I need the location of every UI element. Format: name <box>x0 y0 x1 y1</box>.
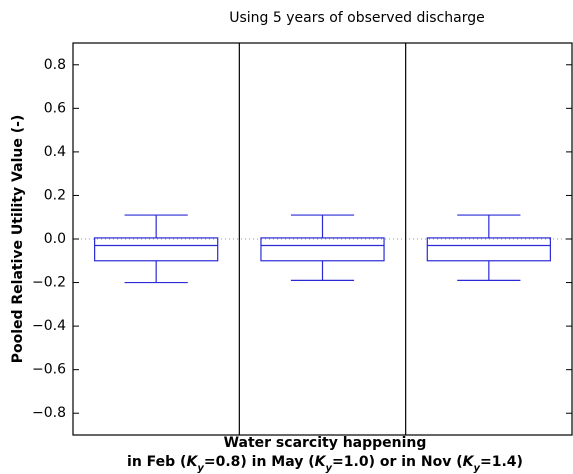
y-axis-label: Pooled Relative Utility Value (-) <box>10 115 26 364</box>
x-label-part: K <box>315 454 327 470</box>
x-axis-label: in Feb (Ky=0.8) in May (Ky=1.0) or in No… <box>127 454 523 474</box>
x-label-part: K <box>463 454 475 470</box>
x-label-part: =1.4) <box>480 454 523 470</box>
y-tick-label: −0.6 <box>32 362 66 378</box>
x-label-part: y <box>326 463 333 474</box>
y-tick-label: −0.2 <box>32 275 66 291</box>
box <box>260 237 385 262</box>
x-label-part: =1.0) or in Nov ( <box>332 454 463 470</box>
x-label-part: =0.8) in May ( <box>204 454 315 470</box>
y-tick-label: 0.4 <box>44 144 66 160</box>
chart-title: Using 5 years of observed discharge <box>229 10 485 26</box>
whisker-high <box>124 214 188 238</box>
x-label-part: y <box>473 463 480 474</box>
x-axis-label: Water scarcity happening <box>224 435 427 451</box>
y-tick-label: −0.8 <box>32 405 66 421</box>
x-label-part: K <box>186 454 198 470</box>
box <box>426 237 551 262</box>
y-tick-label: 0.0 <box>44 231 66 247</box>
x-label-part: in Feb ( <box>127 454 186 470</box>
y-tick-label: −0.4 <box>32 318 66 334</box>
y-tick-label: 0.8 <box>44 57 66 73</box>
whisker-high <box>457 214 521 238</box>
whisker-low <box>290 260 355 281</box>
whisker-low <box>124 260 188 284</box>
x-label-part: y <box>197 463 204 474</box>
y-tick-label: 0.2 <box>44 187 66 203</box>
y-tick-label: 0.6 <box>44 100 66 116</box>
whisker-high <box>290 214 355 238</box>
plot-frame <box>72 42 573 436</box>
whisker-low <box>457 260 521 281</box>
box <box>94 237 219 262</box>
